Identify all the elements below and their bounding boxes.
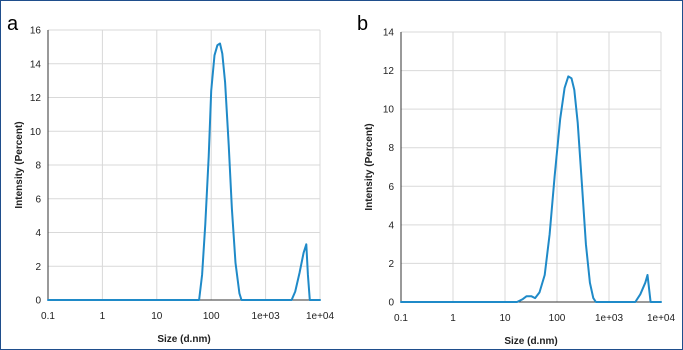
x-tick-label: 1e+03 (252, 311, 281, 322)
panel-label-a: a (7, 13, 19, 35)
y-tick-label: 14 (30, 59, 42, 70)
x-tick-label: 1e+04 (306, 311, 335, 322)
y-axis-label: Intensity (Percent) (14, 121, 25, 208)
y-tick-label: 2 (35, 262, 41, 273)
y-tick-label: 0 (35, 296, 41, 307)
series-line (47, 42, 321, 301)
y-tick-label: 16 (30, 26, 42, 37)
y-tick-label: 10 (30, 127, 42, 138)
x-tick-label: 10 (151, 311, 163, 322)
y-tick-label: 12 (30, 93, 42, 104)
x-axis-label: Size (d.nm) (157, 334, 210, 345)
y-tick-label: 4 (35, 228, 41, 239)
x-tick-label: 1 (100, 311, 106, 322)
y-tick-label: 8 (35, 161, 41, 172)
panel-label-b: b (357, 13, 369, 35)
x-tick-label: 100 (203, 311, 220, 322)
y-tick-label: 6 (35, 194, 41, 205)
x-tick-label: 0.1 (41, 311, 55, 322)
